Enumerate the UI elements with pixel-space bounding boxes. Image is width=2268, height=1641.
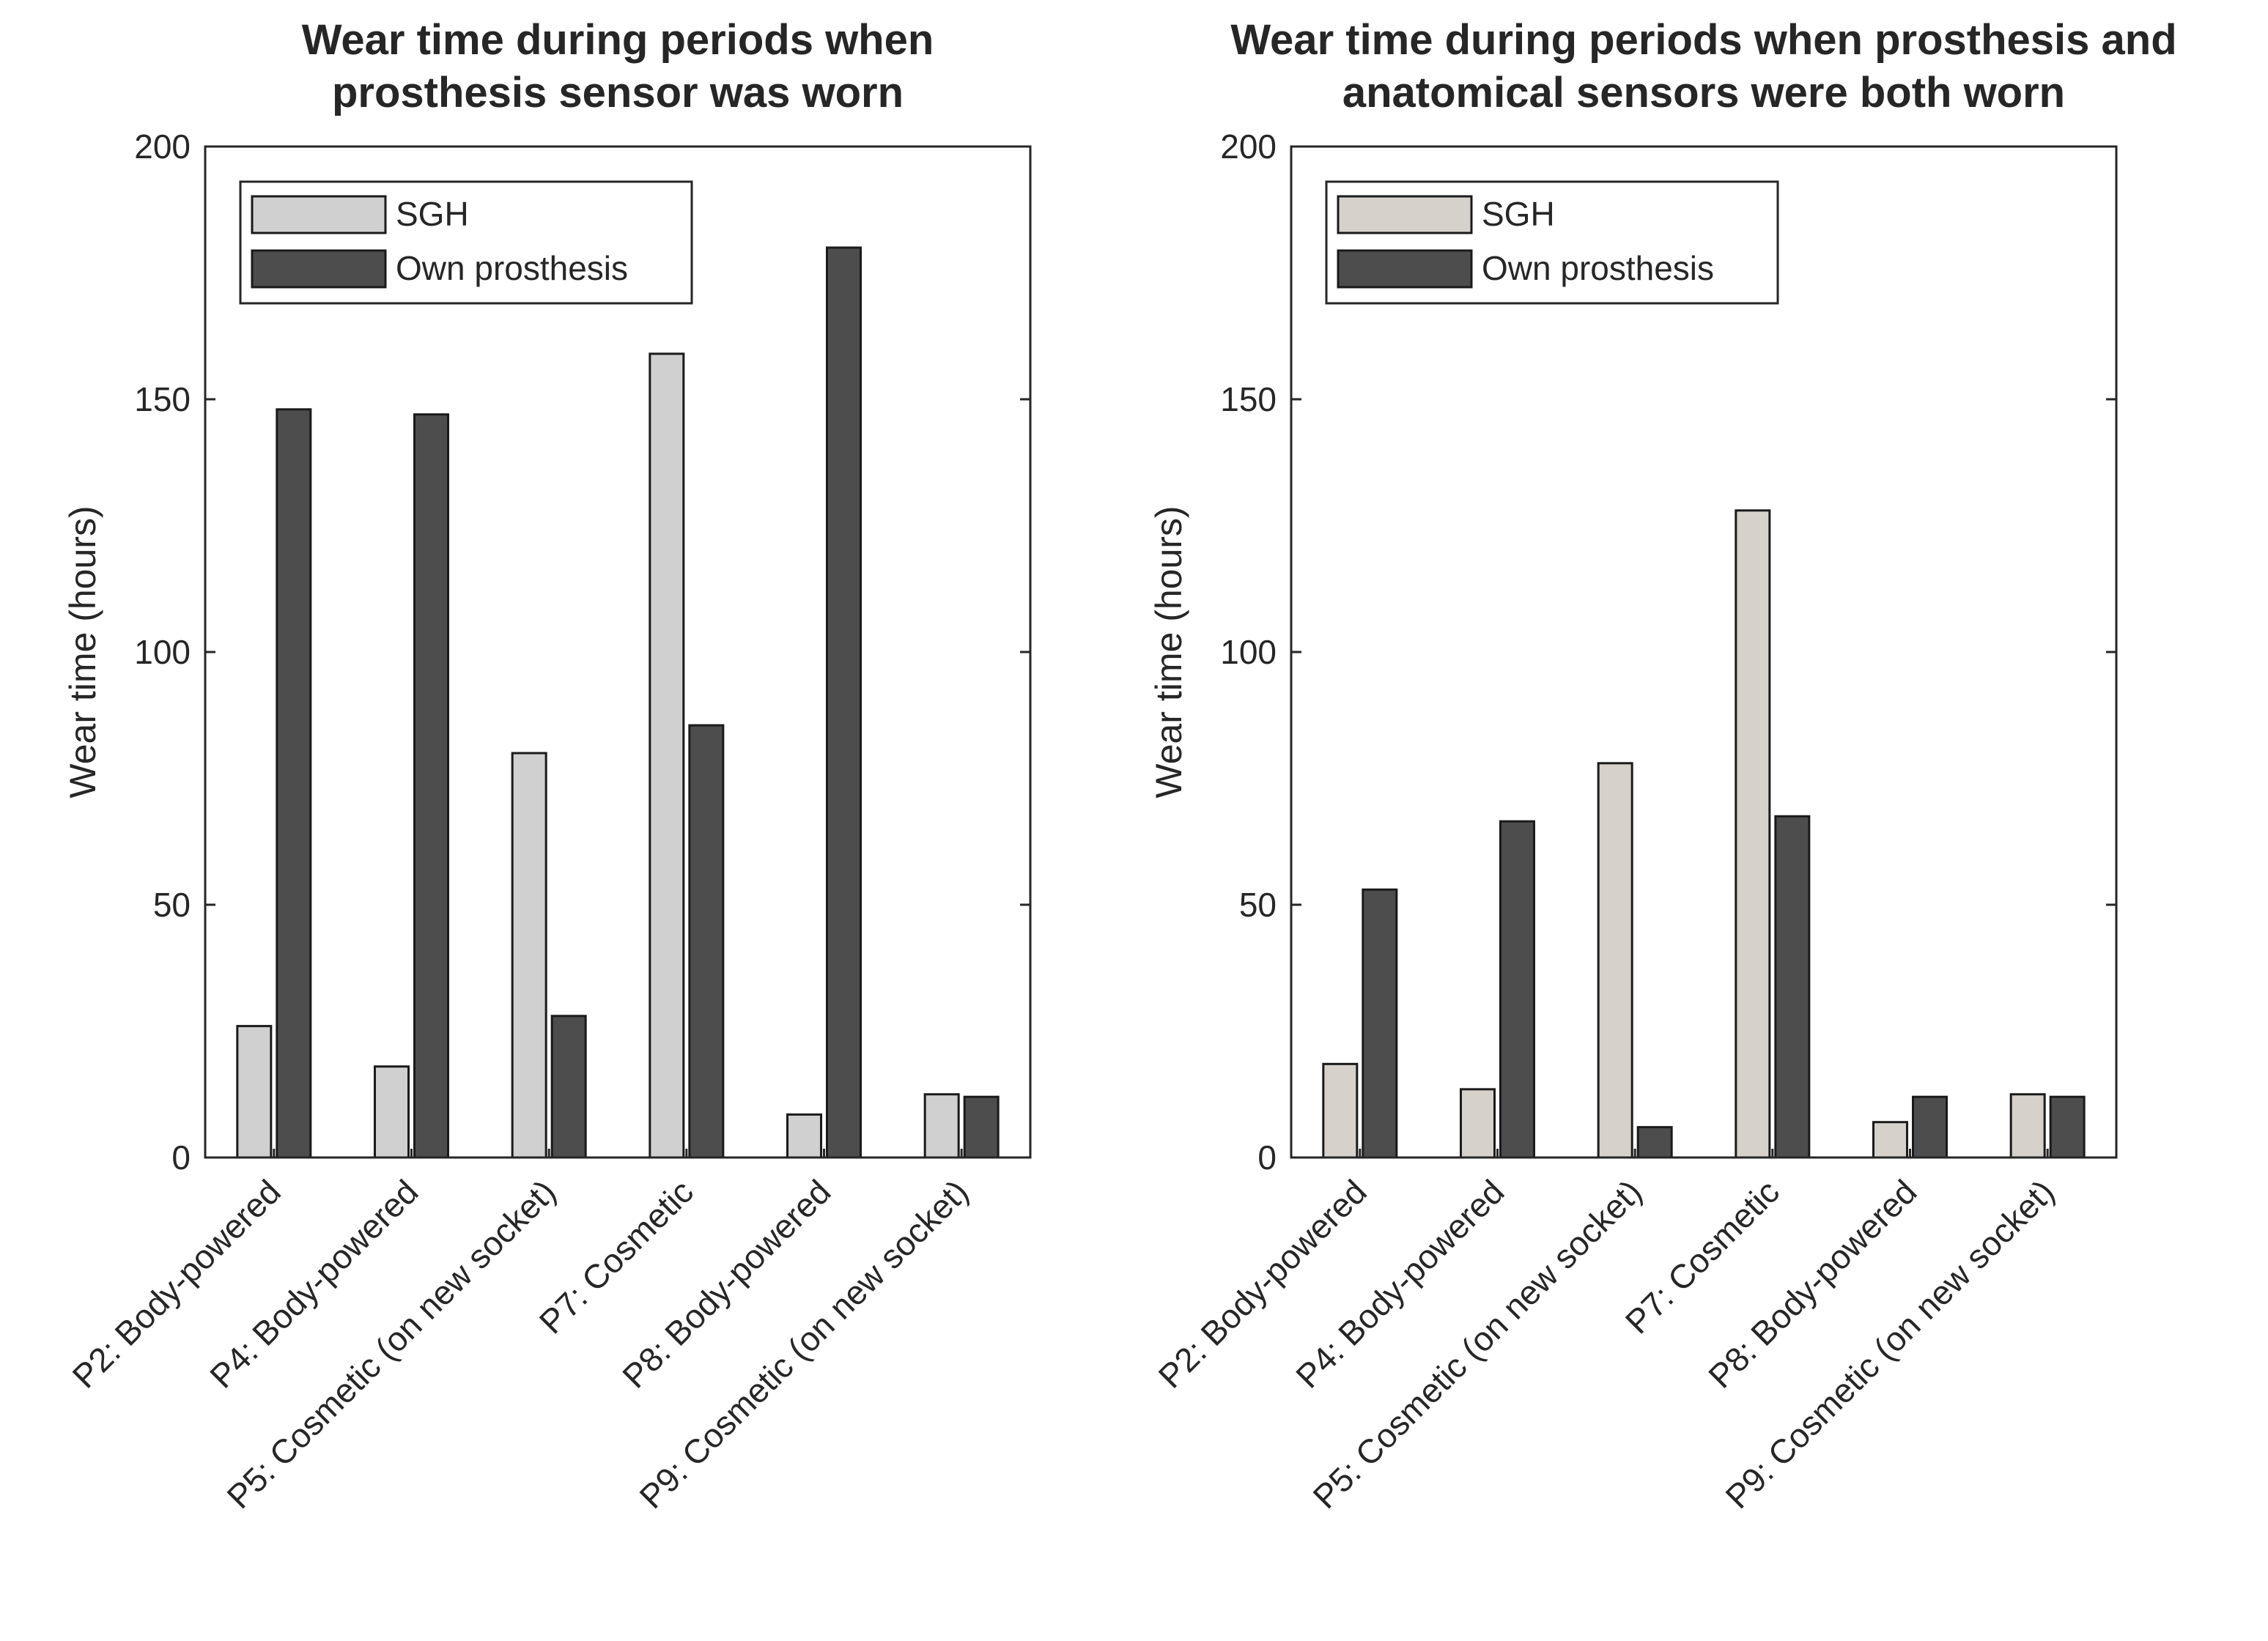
- bar-sgh-6: [2009, 1093, 2046, 1159]
- chart-title-line-1: Wear time during periods when prosthesis…: [1230, 16, 2176, 64]
- y-tick-label: 100: [134, 633, 191, 671]
- bar-sgh-1: [1322, 1062, 1359, 1159]
- legend-label-2: Own prosthesis: [396, 249, 628, 287]
- bar-own-4: [1774, 815, 1811, 1159]
- legend-swatch-1: [251, 195, 387, 234]
- bar-sgh-3: [511, 752, 547, 1159]
- bar-own-2: [413, 413, 449, 1159]
- y-axis-label: Wear time (hours): [1148, 505, 1189, 798]
- bar-own-3: [1636, 1126, 1673, 1159]
- bar-own-3: [550, 1015, 587, 1159]
- bar-own-6: [2049, 1095, 2086, 1159]
- bar-sgh-2: [374, 1065, 410, 1159]
- y-tick-label: 50: [1239, 886, 1277, 924]
- y-tick-label: 0: [171, 1138, 191, 1177]
- bar-sgh-4: [1735, 509, 1771, 1159]
- legend: SGH Own prosthesis: [239, 180, 693, 305]
- bar-own-6: [963, 1095, 1000, 1159]
- y-tick-label: 0: [1257, 1138, 1277, 1177]
- bar-own-5: [826, 246, 862, 1159]
- y-tick-label: 200: [1220, 127, 1277, 166]
- legend-label-1: SGH: [396, 195, 469, 233]
- bar-sgh-2: [1460, 1088, 1496, 1159]
- chart-title-line-1: Wear time during periods when: [302, 16, 934, 64]
- y-tick-label: 100: [1220, 633, 1277, 671]
- bar-own-1: [1362, 888, 1398, 1159]
- legend-swatch-2: [251, 249, 387, 289]
- chart-title-line-2: prosthesis sensor was worn: [332, 69, 904, 116]
- bar-sgh-4: [649, 352, 685, 1159]
- bar-sgh-5: [1872, 1121, 1908, 1159]
- bar-sgh-6: [923, 1093, 960, 1159]
- bar-sgh-1: [236, 1025, 273, 1159]
- bar-own-4: [688, 724, 725, 1159]
- legend-swatch-1: [1337, 195, 1473, 234]
- y-axis-label: Wear time (hours): [62, 505, 103, 798]
- bar-sgh-3: [1597, 762, 1633, 1159]
- legend: SGH Own prosthesis: [1325, 180, 1779, 305]
- legend-label-2: Own prosthesis: [1482, 249, 1714, 287]
- bar-sgh-5: [786, 1113, 822, 1159]
- legend-swatch-2: [1337, 249, 1473, 289]
- y-tick-label: 150: [134, 380, 191, 418]
- y-tick-label: 50: [153, 886, 191, 924]
- legend-label-1: SGH: [1482, 195, 1555, 233]
- bar-own-2: [1499, 820, 1535, 1159]
- bar-own-1: [276, 408, 312, 1159]
- bar-own-5: [1912, 1095, 1948, 1159]
- y-tick-label: 200: [134, 127, 191, 166]
- y-tick-label: 150: [1220, 380, 1277, 418]
- chart-title-line-2: anatomical sensors were both worn: [1342, 69, 2065, 116]
